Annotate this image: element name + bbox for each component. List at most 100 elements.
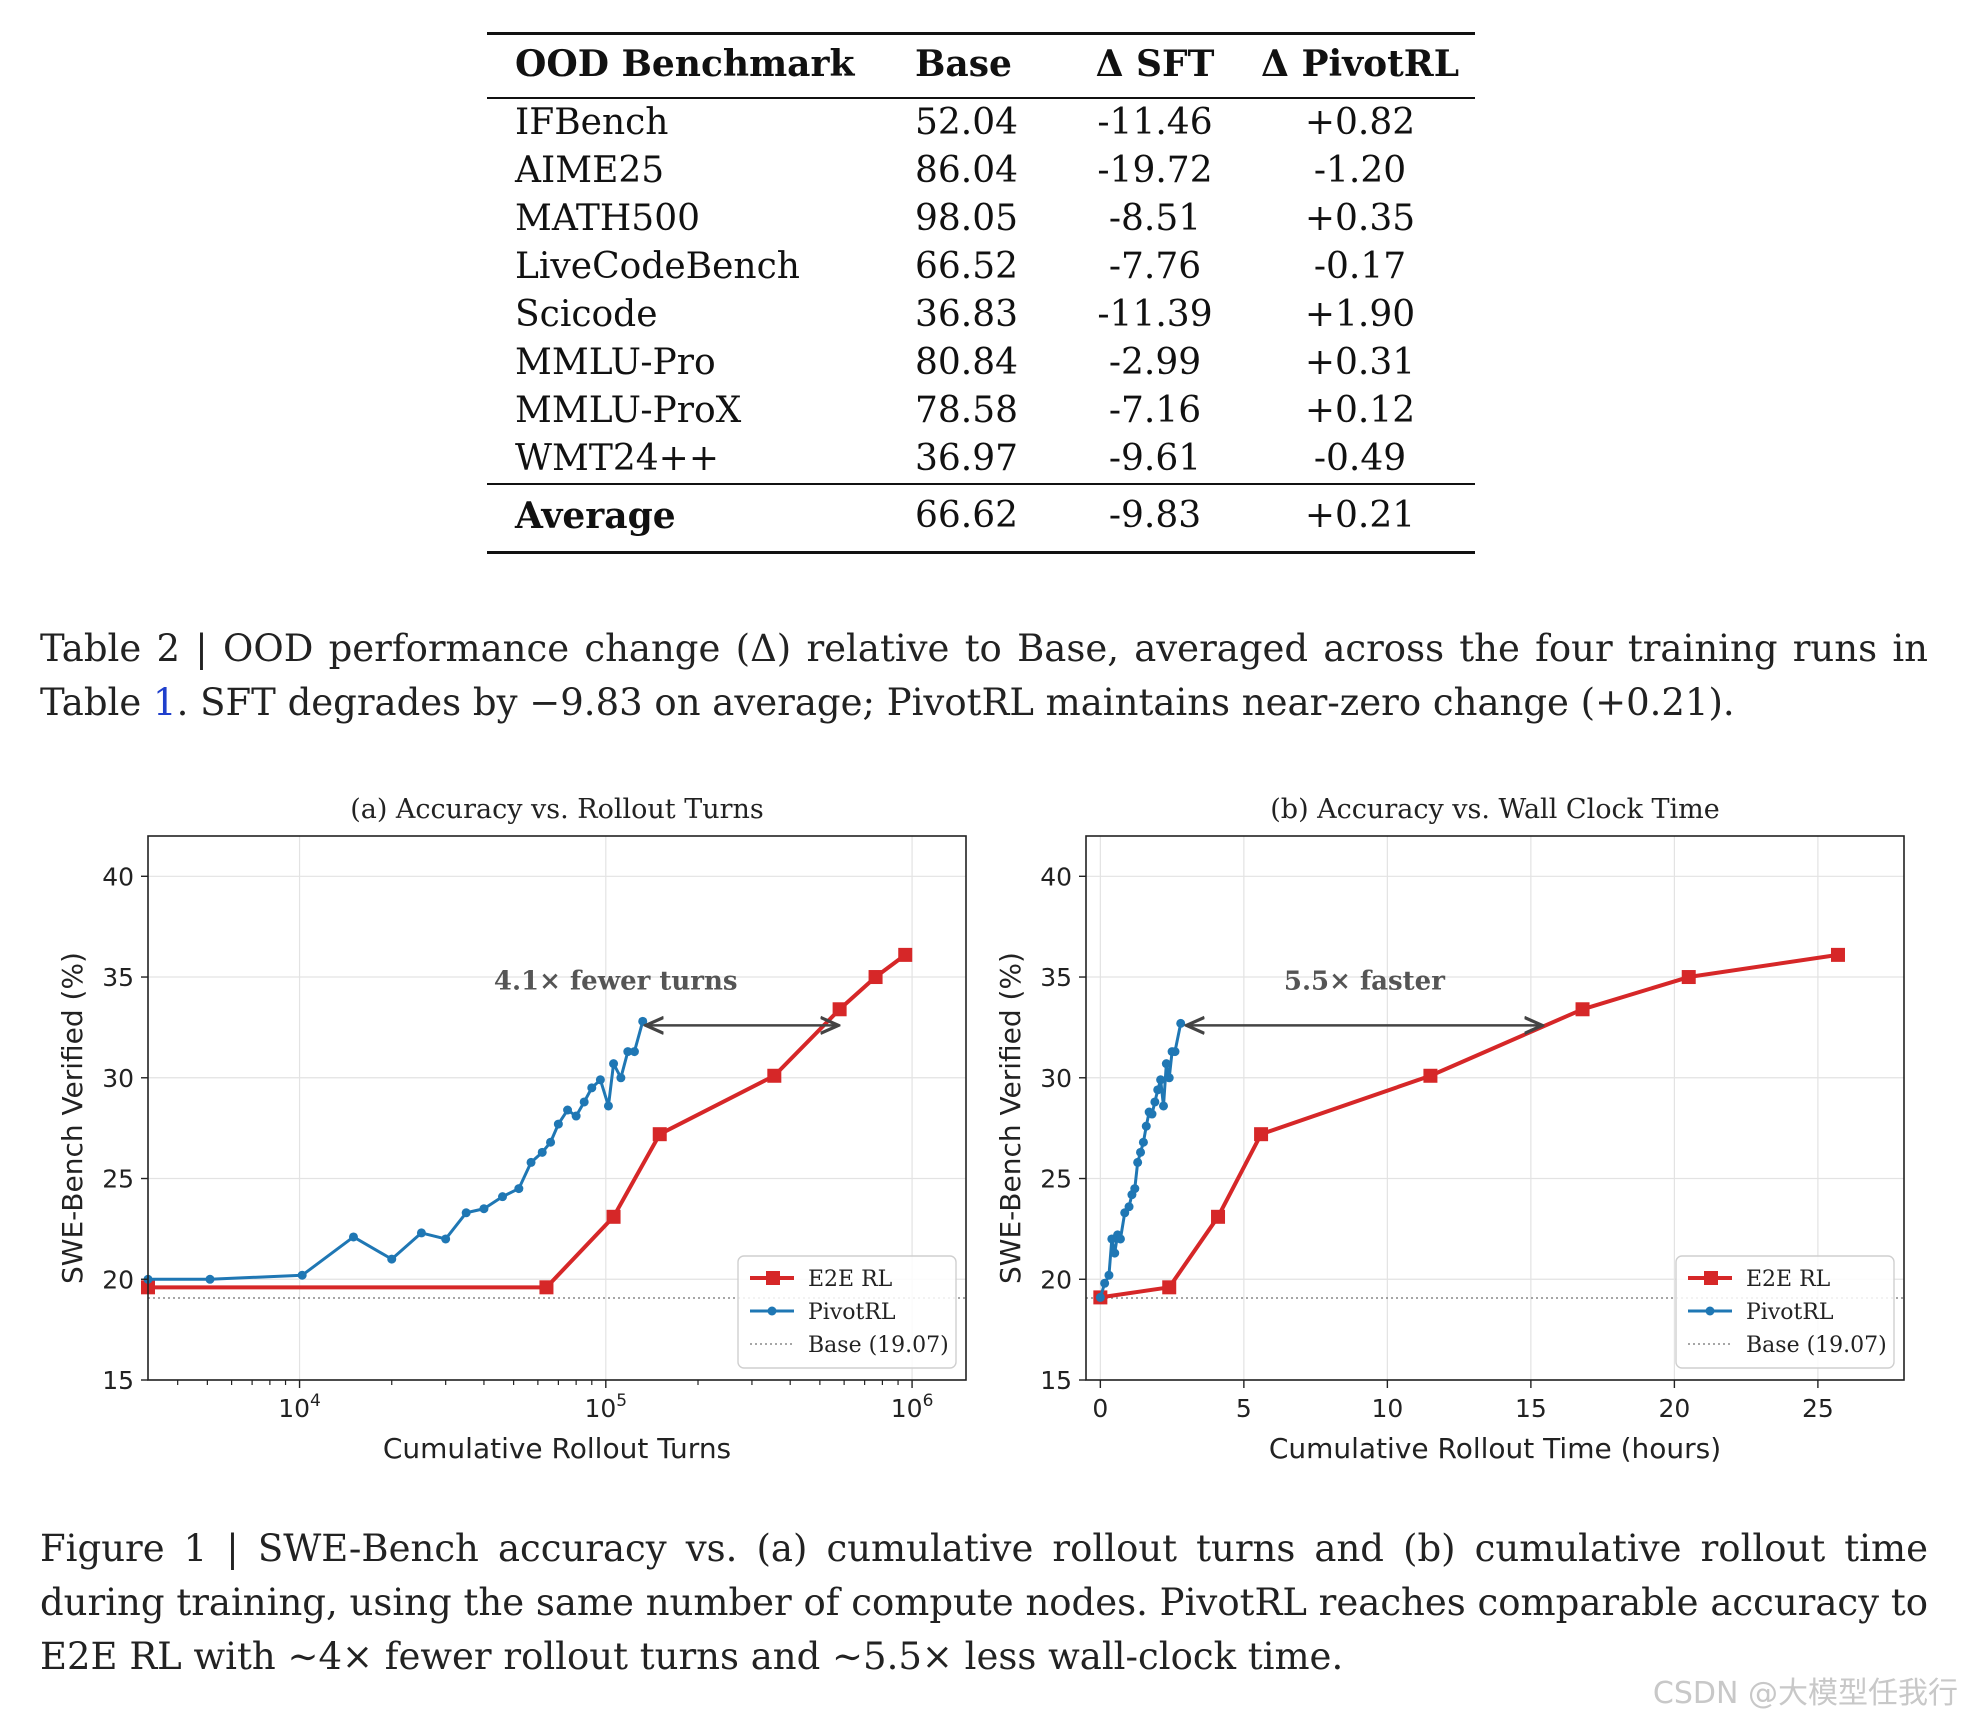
pivotrl-point [297,1270,307,1280]
cell-benchmark: WMT24++ [515,438,720,479]
pivotrl-point [441,1234,451,1244]
pivotrl-point [387,1254,397,1264]
cell-base: 86.04 [915,150,1019,191]
pivotrl-point [1124,1202,1134,1212]
legend: E2E RL PivotRL Base (19.07) [737,1255,957,1369]
y-axis-label: SWE-Bench Verified (%) [56,952,89,1284]
x-tick-label: 5 [1236,1394,1252,1423]
pivotrl-point [1100,1278,1110,1288]
cell-benchmark: Scicode [515,294,658,335]
table-caption-text: Table 2 | OOD performance change (Δ) rel… [40,627,1928,724]
cell-delta-sft: -19.72 [1097,150,1213,191]
y-axis-label: SWE-Bench Verified (%) [994,952,1027,1284]
e2e-rl-point [1211,1209,1226,1224]
cell-delta-pivotrl: -0.49 [1313,438,1407,479]
table-row: WMT24++ 36.97 -9.61 -0.49 [487,435,1475,484]
pivotrl-point [1136,1147,1146,1157]
table-caption: Table 2 | OOD performance change (Δ) rel… [40,622,1928,730]
y-tick-label: 25 [1040,1165,1072,1194]
pivotrl-point [1170,1047,1180,1057]
cell-base: 36.97 [915,438,1019,479]
x-tick-label: 10 [1371,1394,1403,1423]
y-tick-label: 15 [102,1366,134,1395]
legend-swatch-dot [1705,1306,1715,1316]
e2e-rl-point [1575,1002,1590,1017]
legend-label: PivotRL [808,1300,896,1325]
cell-delta-pivotrl: +0.12 [1304,390,1416,431]
table-row: IFBench 52.04 -11.46 +0.82 [487,98,1475,147]
x-tick-label: 106 [891,1391,934,1423]
cell-delta-sft: -7.16 [1108,390,1202,431]
cell-delta-sft: -2.99 [1108,342,1202,383]
pivotrl-point [603,1101,613,1111]
pivotrl-point [537,1147,547,1157]
chart-panel-b: 5.5× faster 15 20 25 30 35 40 0 5 10 15 20 25 (b) Acc… [994,794,1905,1465]
cell-base: 66.52 [915,246,1019,287]
cell-average-label: Average [487,483,915,554]
chart-panel-a: 4.1× fewer turns 15 20 25 30 35 40 104 105 106 (a)… [56,794,967,1465]
cell-benchmark: MATH500 [515,198,701,239]
pivotrl-point [563,1105,573,1115]
pivotrl-point [587,1083,597,1093]
pivotrl-point [1133,1157,1143,1167]
y-tick-label: 20 [102,1265,134,1294]
x-tick-exponent: 4 [310,1391,321,1411]
cell-delta-sft: -7.76 [1108,246,1202,287]
pivotrl-point [461,1208,471,1218]
pivotrl-point [498,1192,508,1202]
y-tick-label: 25 [102,1165,134,1194]
table-row: AIME25 86.04 -19.72 -1.20 [487,147,1475,195]
pivotrl-point [546,1137,556,1147]
table-caption-text-end: . SFT degrades by −9.83 on average; Pivo… [176,681,1735,724]
cell-benchmark: AIME25 [515,150,665,191]
x-tick-exponent: 5 [616,1391,627,1411]
pivotrl-point [629,1047,639,1057]
cell-delta-pivotrl: -1.20 [1313,150,1407,191]
x-tick-exponent: 6 [923,1391,934,1411]
pivotrl-point [1153,1085,1163,1095]
header-delta-pivotrl: Δ PivotRL [1245,33,1475,99]
pivotrl-point [595,1075,605,1085]
pivotrl-point [623,1047,633,1057]
cell-base: 80.84 [915,342,1019,383]
x-tick-label: 105 [584,1391,627,1423]
x-axis-label: Cumulative Rollout Turns [383,1432,731,1465]
cell-delta-sft: -8.51 [1108,198,1202,239]
pivotrl-point [1147,1109,1157,1119]
pivotrl-point [1150,1097,1160,1107]
pivotrl-point [1138,1137,1148,1147]
pivotrl-point [571,1111,581,1121]
cell-benchmark: MMLU-Pro [515,342,716,383]
cell-delta-sft: -11.46 [1097,102,1213,143]
header-benchmark: OOD Benchmark [487,33,915,99]
cell-benchmark: MMLU-ProX [515,390,742,431]
x-tick-label: 104 [278,1391,321,1423]
cell-benchmark: IFBench [515,102,669,143]
pivotrl-point [1161,1059,1171,1069]
series-line-e2e-rl [1100,952,1839,1300]
pivotrl-point [479,1204,489,1214]
table-header-row: OOD Benchmark Base Δ SFT Δ PivotRL [487,33,1475,99]
cell-benchmark: LiveCodeBench [515,246,800,287]
cell-delta-pivotrl: -0.17 [1313,246,1407,287]
cell-delta-pivotrl: +0.31 [1304,342,1416,383]
x-tick-label: 25 [1802,1394,1834,1423]
e2e-rl-point [606,1209,621,1224]
table-ref-link[interactable]: 1 [153,681,177,724]
e2e-rl-point [1423,1068,1438,1083]
table-row: MMLU-Pro 80.84 -2.99 +0.31 [487,339,1475,387]
table-row: LiveCodeBench 66.52 -7.76 -0.17 [487,243,1475,291]
annotation-label: 4.1× fewer turns [494,966,738,996]
legend-label: Base (19.07) [808,1333,949,1358]
y-tick-label: 35 [1040,963,1072,992]
pivotrl-point [616,1073,626,1083]
legend-swatch-square [766,1271,780,1285]
x-tick-label: 15 [1515,1394,1547,1423]
x-tick-label: 0 [1092,1394,1108,1423]
pivotrl-point [1104,1270,1114,1280]
legend-box [737,1255,957,1369]
axes-frame [147,835,967,1381]
e2e-rl-point [767,1068,782,1083]
y-tick-label: 20 [1040,1265,1072,1294]
